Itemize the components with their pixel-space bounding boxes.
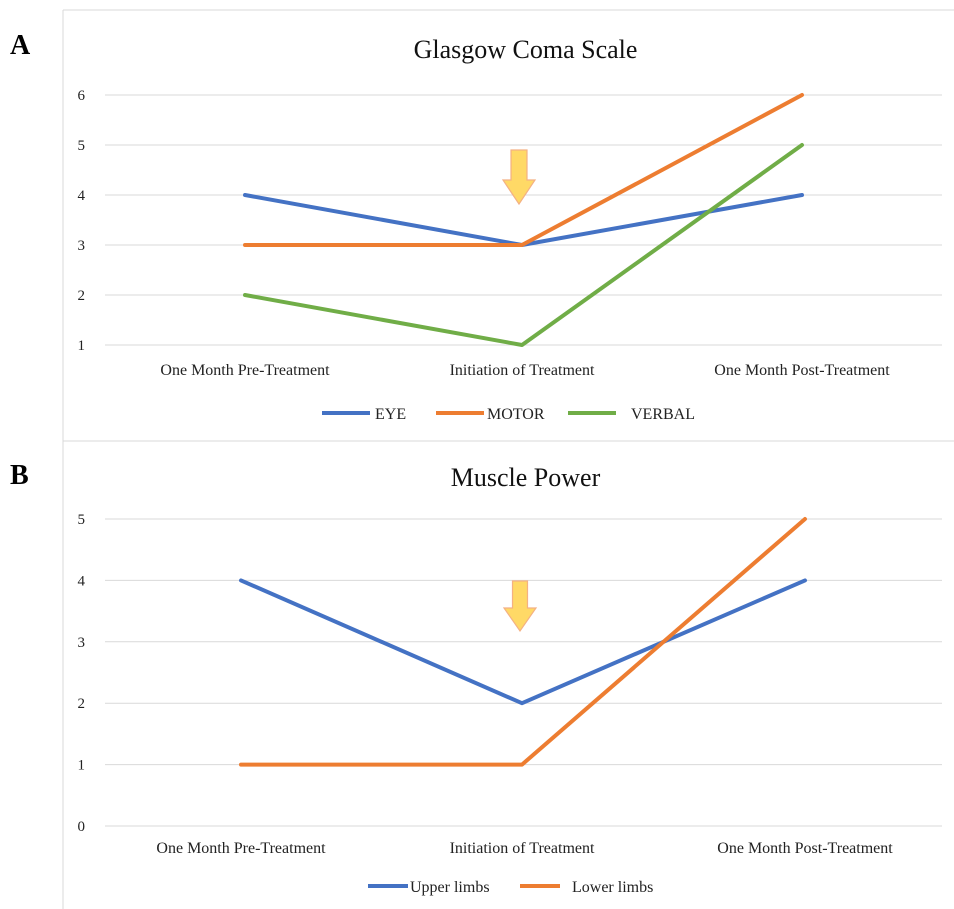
y-tick-label: 1 bbox=[78, 758, 86, 774]
y-tick-label: 4 bbox=[78, 573, 86, 589]
y-tick-label: 1 bbox=[78, 338, 86, 354]
x-category-label: Initiation of Treatment bbox=[450, 840, 595, 857]
chart-0: Glasgow Coma Scale 1 2 3 4 5 6 One Month Pre-Tr… bbox=[78, 35, 942, 423]
y-tick-label: 2 bbox=[78, 696, 86, 712]
series-line-lower-limbs bbox=[239, 517, 807, 767]
down-arrow-icon bbox=[501, 149, 537, 206]
x-category-label: One Month Post-Treatment bbox=[714, 362, 890, 379]
series-line-motor bbox=[243, 93, 804, 247]
y-tick-label: 5 bbox=[78, 512, 86, 528]
chart-title: Muscle Power bbox=[451, 463, 601, 492]
y-tick-label: 0 bbox=[78, 819, 86, 835]
x-category-label: One Month Pre-Treatment bbox=[156, 840, 326, 857]
legend-label: Lower limbs bbox=[572, 879, 653, 896]
legend-label: Upper limbs bbox=[410, 879, 490, 896]
legend-label: EYE bbox=[375, 406, 406, 423]
y-tick-label: 2 bbox=[78, 288, 86, 304]
y-tick-label: 3 bbox=[78, 238, 86, 254]
legend-label: VERBAL bbox=[631, 406, 695, 423]
x-category-label: One Month Pre-Treatment bbox=[160, 362, 330, 379]
panel-label-a: A bbox=[10, 30, 31, 61]
chart-1: Muscle Power 0 1 2 3 4 5 One Month Pre-Treatmen… bbox=[78, 463, 942, 896]
x-category-label: Initiation of Treatment bbox=[450, 362, 595, 379]
down-arrow-icon bbox=[502, 580, 538, 633]
y-tick-label: 6 bbox=[78, 88, 86, 104]
y-tick-label: 3 bbox=[78, 635, 86, 651]
x-category-label: One Month Post-Treatment bbox=[717, 840, 893, 857]
y-tick-label: 4 bbox=[78, 188, 86, 204]
y-tick-label: 5 bbox=[78, 138, 86, 154]
chart-title: Glasgow Coma Scale bbox=[414, 35, 638, 64]
legend-label: MOTOR bbox=[487, 406, 545, 423]
series-line-upper-limbs bbox=[239, 578, 807, 706]
panel-label-b: B bbox=[10, 460, 29, 491]
series-line-verbal bbox=[243, 143, 804, 347]
